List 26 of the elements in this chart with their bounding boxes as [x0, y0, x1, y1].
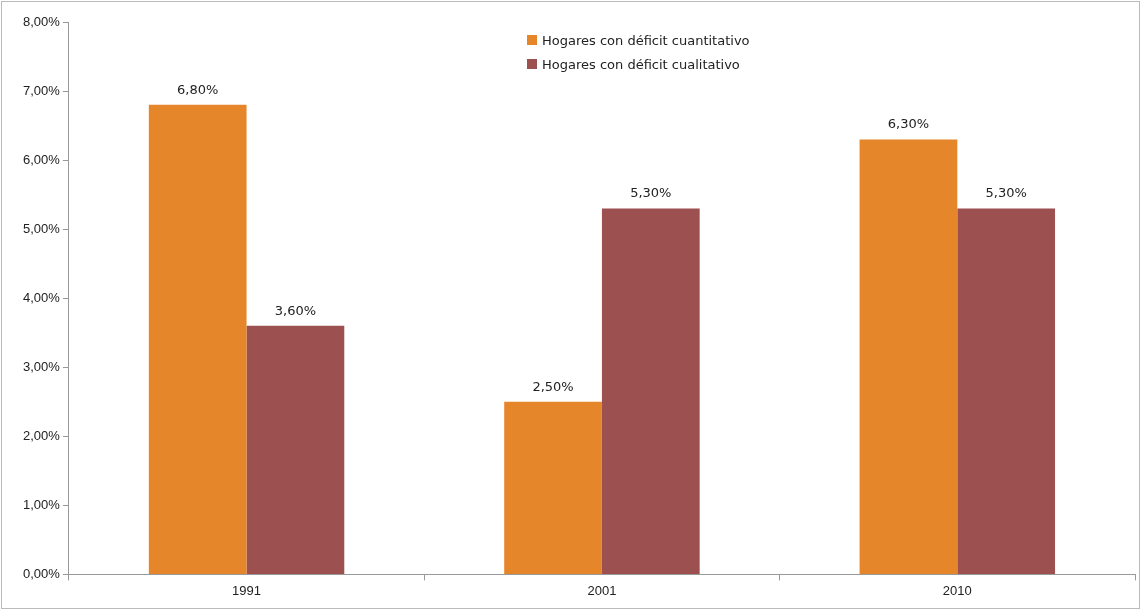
data-label: 5,30% [985, 185, 1027, 201]
y-tick-label: 3,00% [22, 358, 61, 374]
bar [957, 208, 1056, 574]
data-label: 2,50% [532, 378, 574, 394]
y-tick-label: 5,00% [22, 220, 61, 236]
y-tick-label: 4,00% [22, 289, 61, 305]
x-tick-label: 2010 [942, 582, 972, 598]
y-tick-label: 6,00% [22, 151, 61, 167]
y-tick-label: 8,00% [22, 13, 61, 29]
x-tick-label: 1991 [232, 582, 262, 598]
x-tick-label: 2001 [587, 582, 617, 598]
data-label: 5,30% [630, 185, 672, 201]
bar [859, 139, 958, 574]
data-label: 3,60% [274, 302, 317, 318]
y-tick-label: 2,00% [22, 427, 61, 443]
bar [148, 104, 247, 574]
bar [504, 401, 602, 574]
data-label: 6,80% [177, 81, 219, 97]
bar [601, 208, 700, 574]
data-label: 6,30% [887, 116, 930, 132]
y-tick-label: 7,00% [22, 82, 61, 98]
bar [246, 325, 345, 574]
legend-label: Hogares con déficit cualitativo [542, 56, 740, 72]
y-tick-label: 1,00% [22, 496, 61, 512]
y-tick-label: 0,00% [22, 565, 61, 581]
legend-label: Hogares con déficit cuantitativo [542, 32, 750, 48]
